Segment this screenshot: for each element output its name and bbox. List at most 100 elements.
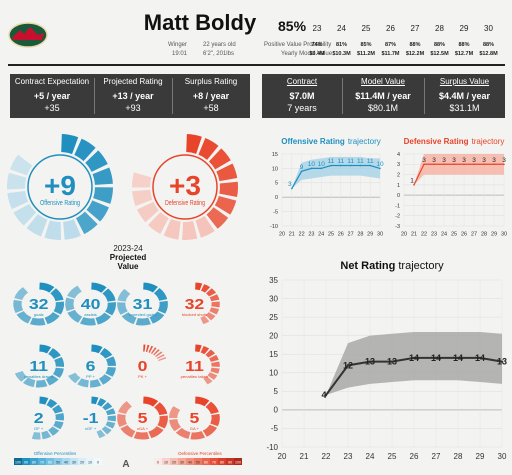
data-label: 3 bbox=[482, 157, 486, 164]
legend-swatch bbox=[154, 458, 162, 465]
chart-title-main: Net Rating bbox=[340, 260, 395, 272]
legend-tick: 10 bbox=[164, 461, 168, 465]
data-label: 11 bbox=[367, 158, 374, 165]
donut-segment bbox=[105, 356, 116, 367]
donut-segment bbox=[142, 396, 159, 407]
donut-segment bbox=[7, 190, 29, 210]
contract-value: $7.0M bbox=[289, 91, 315, 101]
donut-segment bbox=[153, 349, 160, 356]
year-probability: 88% bbox=[482, 42, 494, 48]
donut-segment bbox=[92, 167, 113, 186]
stat-value: 32 bbox=[29, 296, 49, 312]
data-label: 3 bbox=[462, 157, 466, 164]
x-tick-label: 30 bbox=[377, 232, 383, 238]
legend-tick: 20 bbox=[172, 461, 176, 465]
y-tick-label: 10 bbox=[272, 166, 278, 172]
donut-segment bbox=[216, 163, 238, 182]
data-point bbox=[483, 163, 485, 166]
donut-segment bbox=[133, 431, 150, 440]
donut-segment bbox=[137, 201, 160, 223]
donut-segment bbox=[13, 299, 24, 313]
player-size: 6'2", 201lbs bbox=[203, 51, 234, 57]
data-label: 3 bbox=[422, 157, 426, 164]
donut-segment bbox=[60, 134, 79, 155]
donut-segment bbox=[65, 297, 75, 312]
year-probability: 81% bbox=[335, 42, 347, 48]
donut-segment bbox=[55, 412, 65, 421]
data-point bbox=[346, 364, 350, 367]
x-tick-label: 28 bbox=[481, 232, 487, 238]
stat-label: penalties taken bbox=[181, 375, 209, 379]
x-tick-label: 30 bbox=[501, 232, 507, 238]
legend-tick: 40 bbox=[188, 461, 192, 465]
data-label: 13 bbox=[497, 357, 507, 367]
legend-tick: 80 bbox=[32, 461, 36, 465]
data-point bbox=[493, 163, 495, 166]
x-tick-label: 20 bbox=[401, 232, 407, 238]
donut-segment bbox=[67, 309, 83, 323]
box-divider bbox=[172, 78, 173, 114]
y-tick-label: 20 bbox=[269, 331, 278, 340]
confidence-band bbox=[291, 156, 380, 189]
donut-segment bbox=[205, 311, 216, 321]
donut-segment bbox=[16, 310, 32, 324]
x-tick-label: 22 bbox=[322, 452, 331, 461]
x-tick-label: 21 bbox=[300, 452, 309, 461]
donut-segment bbox=[117, 413, 128, 427]
data-label: 11 bbox=[357, 158, 364, 165]
projected-rating-header: Projected Rating bbox=[103, 77, 163, 86]
legend-swatch bbox=[62, 458, 70, 465]
data-point bbox=[300, 170, 303, 173]
donut-segment bbox=[31, 431, 41, 440]
legend-tick: 70 bbox=[212, 461, 216, 465]
data-label: 13 bbox=[387, 357, 397, 367]
donut-segment bbox=[185, 134, 202, 154]
donut-segment bbox=[210, 367, 220, 374]
x-tick-label: 26 bbox=[461, 232, 467, 238]
year-probability: 87% bbox=[384, 42, 396, 48]
year-probability: 74% bbox=[311, 42, 323, 48]
legend-swatch bbox=[178, 458, 186, 465]
donut-segment bbox=[194, 282, 203, 291]
contract-expectation-value: +5 / year bbox=[33, 91, 71, 101]
x-tick-label: 23 bbox=[431, 232, 437, 238]
donut-segment bbox=[150, 347, 157, 354]
donut-segment bbox=[132, 189, 153, 207]
chart-title-main: Offensive Rating bbox=[281, 137, 345, 146]
x-tick-label: 21 bbox=[411, 232, 417, 238]
data-point bbox=[500, 360, 504, 363]
chart-title-main: Defensive Rating bbox=[404, 137, 469, 146]
header-rule bbox=[8, 64, 505, 66]
y-tick-label: 4 bbox=[397, 152, 400, 158]
data-label: 13 bbox=[365, 357, 375, 367]
legend-tick: 90 bbox=[24, 461, 28, 465]
donut-segment bbox=[195, 344, 202, 353]
stat-value: 32 bbox=[185, 296, 205, 312]
y-tick-label: 15 bbox=[272, 152, 278, 158]
data-point bbox=[340, 164, 342, 167]
year-label: 24 bbox=[337, 24, 346, 33]
donut-segment bbox=[153, 402, 168, 416]
y-tick-label: -3 bbox=[395, 224, 400, 230]
donut-segment bbox=[45, 374, 59, 386]
stat-label: GF + bbox=[34, 427, 44, 431]
donut-segment bbox=[149, 311, 165, 324]
data-label: 10 bbox=[308, 161, 316, 168]
contract-expectation-total: +35 bbox=[44, 103, 60, 113]
donut-segment bbox=[157, 300, 168, 314]
box-divider bbox=[342, 78, 343, 114]
legend-swatch bbox=[162, 458, 170, 465]
stat-value: 5 bbox=[190, 410, 200, 426]
x-tick-label: 28 bbox=[454, 452, 463, 461]
donut-segment bbox=[132, 172, 152, 188]
legend-tick: 50 bbox=[56, 461, 60, 465]
donut-segment bbox=[7, 172, 27, 190]
legend-swatch bbox=[234, 458, 242, 465]
donut-segment bbox=[53, 420, 64, 430]
stat-label: PK + bbox=[138, 375, 148, 379]
x-tick-label: 23 bbox=[344, 452, 353, 461]
donut-segment bbox=[147, 211, 169, 234]
stat-value: 31 bbox=[133, 296, 153, 312]
stat-value: 40 bbox=[81, 296, 101, 312]
